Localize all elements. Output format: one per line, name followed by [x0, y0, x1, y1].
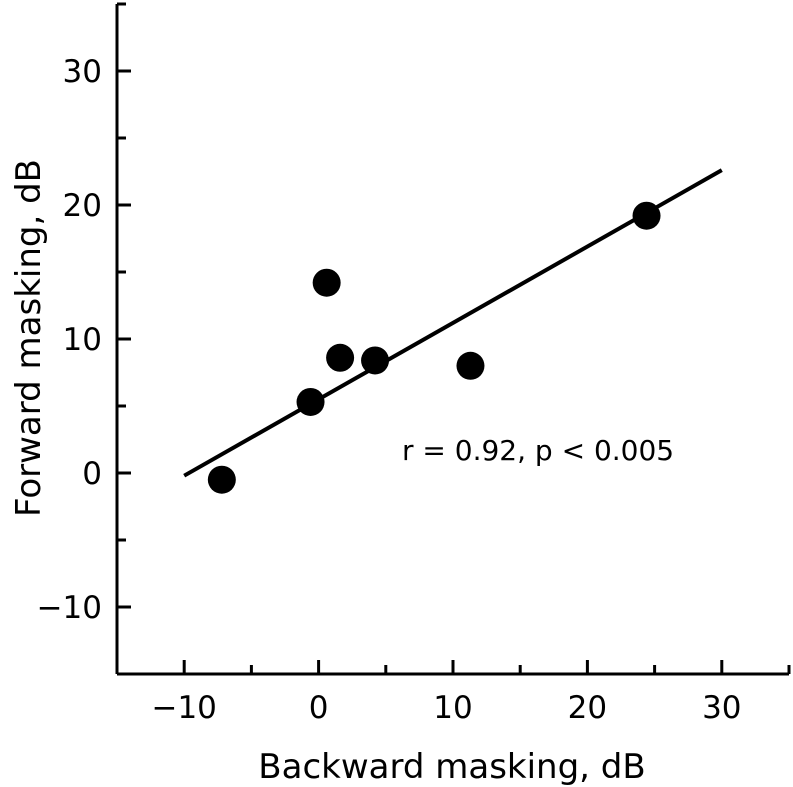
data-point [361, 346, 390, 375]
regression-line-group [183, 168, 723, 478]
y-tick-label: 10 [63, 322, 102, 358]
data-point [312, 268, 341, 297]
data-point [296, 387, 325, 416]
x-tick-label: 10 [433, 690, 472, 726]
y-tick-label: 20 [63, 188, 102, 224]
y-axis-title: Forward masking, dB [9, 159, 49, 517]
y-tick-label: 0 [82, 456, 102, 492]
data-point [456, 351, 485, 380]
x-tick-label: −10 [151, 690, 216, 726]
x-tick-label: 0 [309, 690, 329, 726]
x-tick-label: 30 [702, 690, 741, 726]
x-axis-title: Backward masking, dB [258, 747, 645, 787]
tick-labels: −10 0 10 20 30 −10 0 10 20 30 [37, 54, 742, 726]
correlation-annotation: r = 0.92, p < 0.005 [402, 434, 674, 467]
x-tick-label: 20 [568, 690, 607, 726]
data-point [326, 343, 355, 372]
data-points [207, 201, 661, 494]
axes [115, 4, 789, 676]
regression-line [183, 168, 723, 478]
data-point [632, 201, 661, 230]
axis-ticks [117, 2, 791, 674]
data-point [207, 465, 236, 494]
y-tick-label: 30 [63, 54, 102, 90]
y-tick-label: −10 [37, 590, 102, 626]
